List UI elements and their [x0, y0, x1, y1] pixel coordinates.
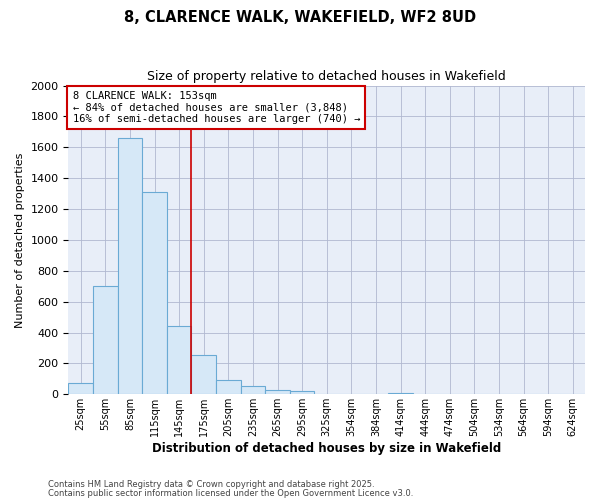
Bar [191, 355, 216, 395]
Y-axis label: Number of detached properties: Number of detached properties [15, 152, 25, 328]
Bar [388, 392, 413, 394]
Bar [118, 138, 142, 394]
Text: Contains public sector information licensed under the Open Government Licence v3: Contains public sector information licen… [48, 488, 413, 498]
Bar [167, 326, 191, 394]
Bar [93, 286, 118, 395]
Bar [290, 391, 314, 394]
Bar [265, 390, 290, 394]
Title: Size of property relative to detached houses in Wakefield: Size of property relative to detached ho… [148, 70, 506, 83]
Bar [241, 386, 265, 394]
Bar [142, 192, 167, 394]
Text: 8, CLARENCE WALK, WAKEFIELD, WF2 8UD: 8, CLARENCE WALK, WAKEFIELD, WF2 8UD [124, 10, 476, 25]
Text: Contains HM Land Registry data © Crown copyright and database right 2025.: Contains HM Land Registry data © Crown c… [48, 480, 374, 489]
Bar [68, 384, 93, 394]
Bar [216, 380, 241, 394]
X-axis label: Distribution of detached houses by size in Wakefield: Distribution of detached houses by size … [152, 442, 502, 455]
Text: 8 CLARENCE WALK: 153sqm
← 84% of detached houses are smaller (3,848)
16% of semi: 8 CLARENCE WALK: 153sqm ← 84% of detache… [73, 91, 360, 124]
